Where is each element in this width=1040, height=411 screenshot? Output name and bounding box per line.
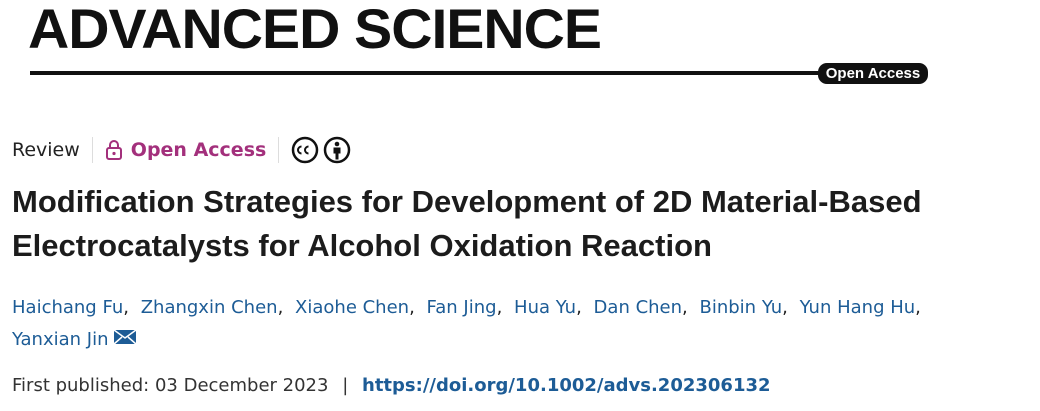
author-entry: Binbin Yu, — [700, 297, 794, 318]
access-label[interactable]: Open Access — [130, 139, 267, 161]
divider — [278, 137, 280, 163]
author-separator: , — [277, 297, 284, 318]
author-entry: Dan Chen, — [594, 297, 694, 318]
author-name[interactable]: Xiaohe Chen — [295, 297, 410, 318]
author-separator: , — [915, 297, 921, 318]
article-meta: Review Open Access — [12, 136, 351, 164]
license-icons[interactable] — [291, 136, 351, 164]
author-name[interactable]: Fan Jing — [426, 297, 497, 318]
email-icon[interactable] — [113, 329, 137, 345]
author-name[interactable]: Haichang Fu — [12, 297, 124, 318]
article-type: Review — [12, 139, 80, 161]
author-entry: Haichang Fu, — [12, 297, 135, 318]
author-separator: , — [409, 297, 415, 318]
author-name[interactable]: Zhangxin Chen — [140, 297, 278, 318]
author-entry: Yanxian Jin — [12, 329, 137, 350]
author-entry: Xiaohe Chen, — [295, 297, 421, 318]
title-line: Modification Strategies for Development … — [12, 184, 922, 219]
divider: | — [342, 375, 349, 396]
author-separator: , — [782, 297, 788, 318]
publication-line: First published: 03 December 2023 | http… — [12, 375, 771, 396]
doi-link[interactable]: https://doi.org/10.1002/advs.202306132 — [362, 375, 771, 396]
author-separator: , — [682, 297, 688, 318]
published-date: 03 December 2023 — [154, 375, 329, 396]
author-list: Haichang Fu, Zhangxin Chen, Xiaohe Chen,… — [12, 292, 1012, 356]
open-access-badge: Open Access — [818, 63, 928, 84]
author-name[interactable]: Yun Hang Hu — [799, 297, 916, 318]
author-entry: Hua Yu, — [514, 297, 588, 318]
author-entry: Zhangxin Chen, — [141, 297, 290, 318]
journal-logo[interactable]: ADVANCED SCIENCE — [28, 0, 602, 60]
author-separator: , — [496, 297, 503, 318]
logo-rule — [30, 71, 820, 75]
title-line: Electrocatalysts for Alcohol Oxidation R… — [12, 228, 712, 263]
article-title: Modification Strategies for Development … — [12, 180, 922, 268]
author-name[interactable]: Binbin Yu — [699, 297, 783, 318]
divider — [91, 137, 93, 163]
author-entry: Yun Hang Hu, — [800, 297, 927, 318]
published-label: First published: — [12, 375, 150, 396]
author-name[interactable]: Hua Yu — [514, 297, 577, 318]
author-separator: , — [576, 297, 582, 318]
author-entry: Fan Jing, — [427, 297, 509, 318]
author-separator: , — [123, 297, 129, 318]
lock-icon — [105, 140, 122, 160]
author-name[interactable]: Dan Chen — [593, 297, 683, 318]
author-name[interactable]: Yanxian Jin — [12, 329, 109, 350]
